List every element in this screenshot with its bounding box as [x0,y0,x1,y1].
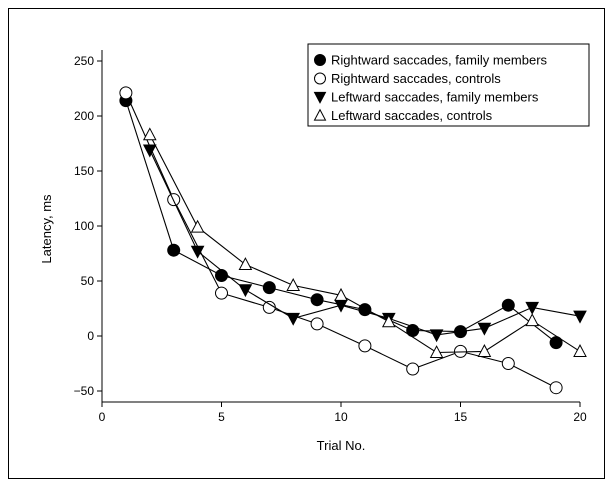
series-3 [142,144,587,343]
x-axis-label: Trial No. [317,438,366,453]
series-line [125,92,557,389]
legend-item: Leftward saccades, family members [313,90,539,105]
plot-area: 0 5 10 15 20 −50 0 50 100 150 200 250 [74,50,587,424]
y-tick-label: 50 [81,274,95,288]
series-line [149,134,581,354]
data-point [167,243,181,257]
data-point [286,278,301,291]
legend-marker [313,108,327,121]
data-point [501,298,515,312]
legend-item: Leftward saccades, controls [313,108,493,123]
legend-marker [314,54,326,66]
x-tick-label: 15 [454,410,468,424]
data-point [358,303,372,317]
data-point [525,301,540,315]
legend-items: Rightward saccades, family members Rightw… [313,53,548,123]
data-point [238,284,253,298]
series-2 [119,86,563,395]
legend-box [307,43,590,127]
y-tick-label: 250 [74,54,94,68]
data-point [190,219,205,233]
data-point [358,339,372,353]
data-point [549,381,563,395]
legend-marker [313,91,327,104]
data-point [573,310,587,324]
legend-label: Rightward saccades, controls [331,71,501,86]
data-point [215,286,228,300]
data-point [381,314,396,328]
y-axis-ticks: −50 0 50 100 150 200 250 [74,54,102,398]
data-point [119,86,133,100]
data-point [429,345,444,359]
legend-marker [314,72,326,85]
legend-label: Leftward saccades, controls [331,108,493,123]
x-tick-label: 10 [334,410,348,424]
data-point [215,269,228,282]
legend-label: Leftward saccades, family members [331,90,539,105]
x-tick-label: 5 [218,410,225,424]
data-point [262,281,276,295]
figure-frame [8,8,605,479]
y-tick-label: 0 [87,329,94,343]
data-point [525,313,540,327]
data-point [262,300,276,314]
series-line [149,149,581,336]
data-point [477,344,492,357]
y-tick-label: 100 [74,219,94,233]
data-point [190,245,205,259]
data-point [310,293,324,307]
data-point [142,144,157,158]
y-tick-label: −50 [74,384,95,398]
data-point [429,329,444,343]
legend: Rightward saccades, family members Rightw… [307,43,590,127]
data-point [501,357,515,370]
data-point [238,257,253,271]
x-axis-ticks: 0 5 10 15 20 [99,402,587,424]
series-4 [142,127,587,359]
data-point [573,344,587,357]
data-point [142,127,157,141]
legend-item: Rightward saccades, controls [314,71,501,86]
x-tick-label: 20 [573,410,587,424]
data-point [310,317,324,331]
data-point [477,322,492,336]
data-point [286,312,301,326]
y-axis-label: Latency, ms [39,194,54,264]
data-point [406,362,420,376]
legend-label: Rightward saccades, family members [331,53,548,68]
y-tick-label: 200 [74,109,94,123]
series-1 [119,94,563,350]
legend-item: Rightward saccades, family members [314,53,548,68]
series-layer [119,86,587,395]
x-tick-label: 0 [99,410,106,424]
data-point [334,287,348,301]
y-tick-label: 150 [74,164,94,178]
